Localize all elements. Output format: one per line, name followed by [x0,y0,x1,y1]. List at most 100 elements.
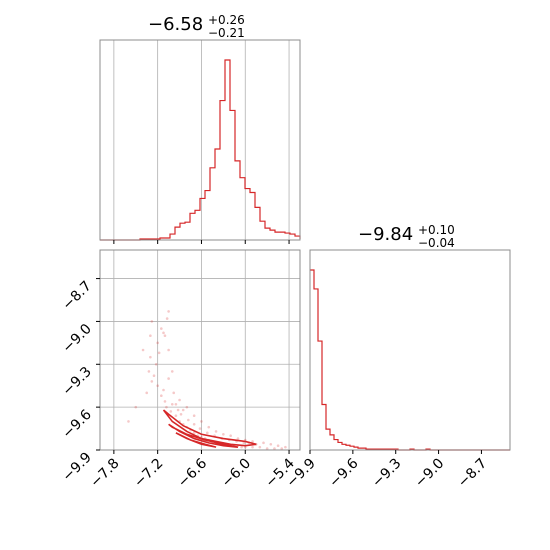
joint-point [273,447,276,450]
h1-frame [99,39,301,241]
h1-title: −6.58 [148,14,203,35]
joint-point [280,447,284,450]
marginal-histogram-2: −9.9 −9.6 −9.3 −9.0 −8.7 −9.84 +0.10 −0.04 [283,223,511,491]
joint-point [134,405,138,409]
h2-title-plus: +0.10 [418,223,455,237]
joint-point [162,388,165,392]
joint-point [258,445,262,449]
joint-point [179,412,183,416]
h2-title-minus: −0.04 [418,236,455,250]
joint-point [174,414,178,418]
joint-point [284,445,287,449]
joint-contours [162,409,257,448]
joint-y-ticks: −8.7−9.0−9.3−9.6−9.9 [59,278,100,485]
joint-point [152,374,156,378]
joint-point [192,414,196,418]
joint-point [236,437,240,440]
joint-x-ticks: −7.8 −7.2 −6.6 −6.0 −5.4 [87,450,298,491]
joint-x-tick-label: −6.0 [219,456,254,491]
joint-point [251,445,254,449]
joint-point [167,348,170,352]
joint-point [192,431,196,435]
joint-point [170,370,174,373]
h2-title: −9.84 [358,224,413,245]
h2-x-tick-label: −9.6 [326,455,361,490]
joint-point [240,445,243,449]
joint-point [167,310,170,313]
joint-contour-outer [162,409,257,447]
joint-point [222,432,225,436]
joint-point [251,440,254,443]
joint-frame [99,249,301,451]
joint-point [187,418,190,422]
joint-point [149,355,152,359]
joint-panel: −7.8 −7.2 −6.6 −6.0 −5.4 −8.7−9.0−9.3−9.6−9.… [59,249,301,491]
joint-x-tick-label: −6.6 [175,455,210,490]
joint-point [198,427,202,430]
joint-point [147,370,151,373]
h2-histogram-step [310,269,510,451]
joint-x-tick-label: −7.2 [131,456,166,491]
joint-point [165,317,169,320]
joint-points [127,310,287,450]
h1-title-median: −6.58 [148,14,203,35]
joint-point [160,394,163,398]
joint-point [156,384,159,388]
joint-point [269,442,273,446]
joint-point [192,422,196,426]
joint-point [154,362,158,366]
joint-point [172,391,176,395]
joint-point [207,425,211,429]
h2-frame [309,249,511,451]
joint-point [150,380,154,383]
h1-title-plus: +0.26 [208,13,245,27]
joint-y-tick-label: −9.6 [59,407,94,442]
h1-title-minus: −0.21 [208,26,245,40]
h2-title-median: −9.84 [358,224,413,245]
h2-x-tick-label: −8.7 [455,456,490,491]
joint-point [262,441,265,445]
joint-contour-middle [168,423,239,448]
h1-ticks [113,240,290,244]
joint-y-tick-label: −9.3 [59,364,94,399]
h1-histogram-step [100,59,301,241]
joint-point [163,334,167,338]
joint-point [205,431,209,435]
joint-y-tick-label: −9.0 [59,321,94,356]
joint-point [145,391,149,395]
joint-grid [100,250,300,451]
marginal-histogram-1: −6.58 +0.26 −0.21 [99,13,301,244]
joint-point [176,408,180,412]
joint-point [127,420,130,423]
joint-point [167,377,170,380]
joint-point [185,405,189,409]
joint-point [214,430,218,433]
joint-y-tick-label: −8.7 [59,278,94,313]
joint-point [174,402,178,406]
joint-point [162,331,165,335]
joint-point [243,445,247,449]
joint-point [157,351,161,355]
joint-point [178,398,181,402]
h2-x-ticks: −9.9 −9.6 −9.3 −9.0 −8.7 [283,450,490,491]
joint-point [160,327,163,330]
joint-point [163,400,167,403]
joint-point [181,408,185,412]
joint-point [170,402,174,406]
joint-point [276,444,280,448]
joint-point [229,434,232,438]
joint-point [150,320,154,323]
joint-point [156,341,159,345]
joint-point [242,441,246,445]
h2-x-tick-label: −9.0 [412,456,447,491]
joint-point [141,348,145,352]
joint-point [200,420,203,423]
joint-contour-inner [175,432,217,448]
h1-grid [113,40,290,240]
joint-point [149,334,152,338]
joint-point [169,410,173,413]
joint-point [265,447,269,450]
h2-x-tick-label: −9.3 [369,456,404,491]
joint-point [165,405,168,409]
